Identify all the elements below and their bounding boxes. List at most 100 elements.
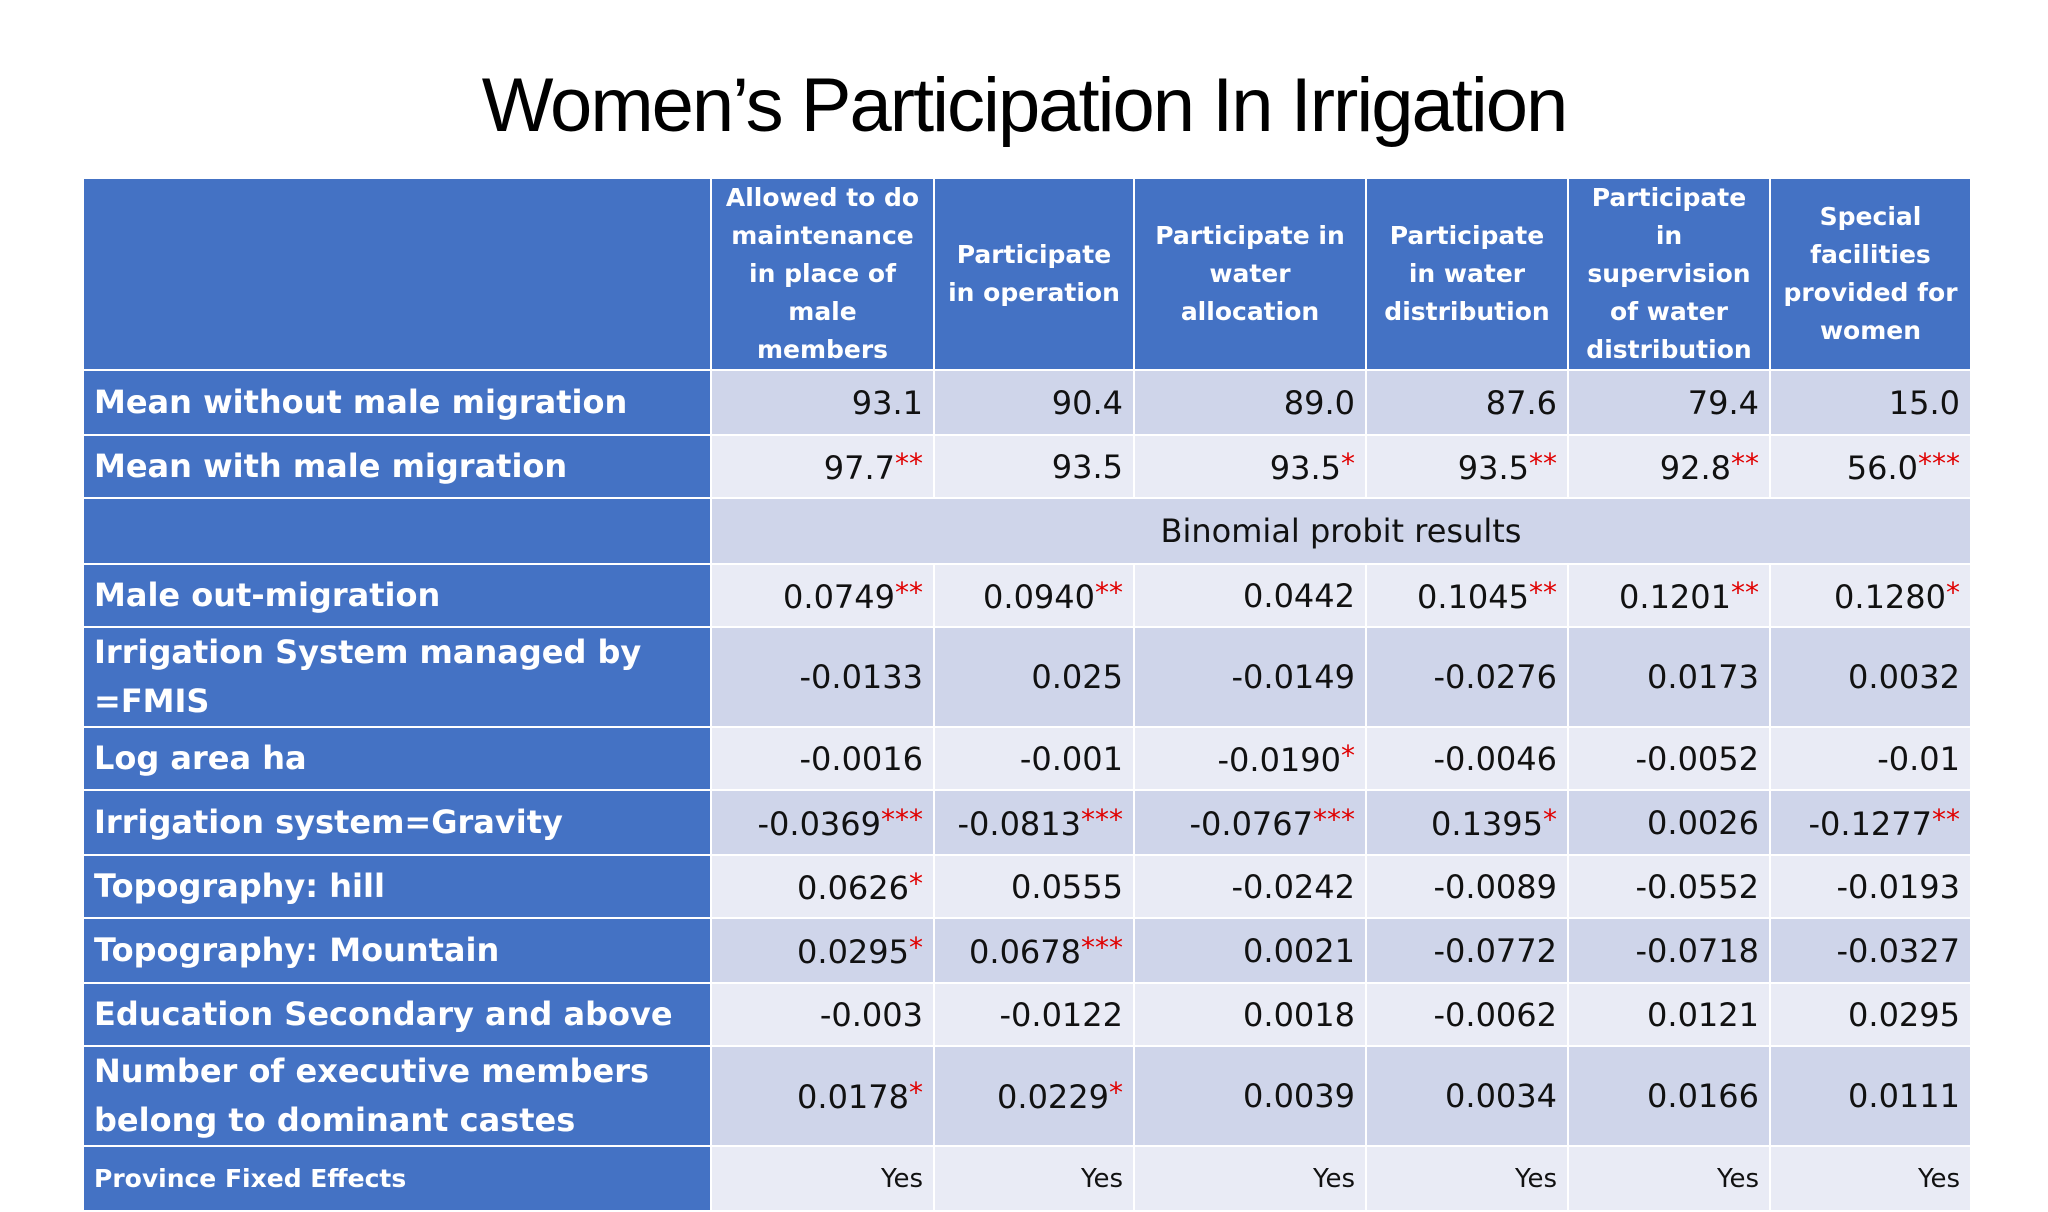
header-row: Allowed to do maintenance in place of ma… bbox=[82, 177, 1972, 371]
cell: -0.0089 bbox=[1365, 854, 1569, 919]
cell: -0.1277** bbox=[1769, 789, 1972, 856]
row-label: Number of executive members belong to do… bbox=[82, 1045, 712, 1147]
section-note: Binomial probit results bbox=[710, 497, 1972, 565]
cell: 0.0026 bbox=[1567, 789, 1771, 856]
table-row: Topography: Mountain 0.0295* 0.0678*** 0.00… bbox=[82, 917, 1972, 984]
significance: * bbox=[1341, 738, 1355, 772]
significance: ** bbox=[1932, 802, 1960, 836]
cell-value: -0.1277 bbox=[1808, 804, 1932, 843]
cell-value: -0.0190 bbox=[1217, 740, 1341, 779]
row-label: Male out-migration bbox=[82, 563, 712, 628]
cell: 92.8** bbox=[1567, 434, 1771, 499]
cell-value: -0.0369 bbox=[757, 804, 881, 843]
cell: 87.6 bbox=[1365, 369, 1569, 436]
cell-value: -0.0813 bbox=[957, 804, 1081, 843]
significance: * bbox=[1341, 446, 1355, 480]
cell: 0.1280* bbox=[1769, 563, 1972, 628]
cell-value: 0.1280 bbox=[1834, 577, 1946, 616]
significance: ** bbox=[895, 575, 923, 609]
cell-value: 0.1395 bbox=[1431, 804, 1543, 843]
cell: -0.0190* bbox=[1133, 726, 1367, 791]
cell: -0.0062 bbox=[1365, 982, 1569, 1047]
cell: Yes bbox=[1365, 1145, 1569, 1212]
table-row: Male out-migration 0.0749** 0.0940** 0.0442… bbox=[82, 563, 1972, 628]
column-header: Allowed to do maintenance in place of ma… bbox=[710, 177, 935, 371]
cell: 0.0940** bbox=[933, 563, 1135, 628]
cell: 0.1201** bbox=[1567, 563, 1771, 628]
cell: Yes bbox=[710, 1145, 935, 1212]
significance: ** bbox=[1095, 575, 1123, 609]
cell: 90.4 bbox=[933, 369, 1135, 436]
column-header: Special facilities provided for women bbox=[1769, 177, 1972, 371]
cell: 0.0229* bbox=[933, 1045, 1135, 1147]
cell: 56.0*** bbox=[1769, 434, 1972, 499]
cell: -0.01 bbox=[1769, 726, 1972, 791]
cell: 93.5 bbox=[933, 434, 1135, 499]
results-table: Allowed to do maintenance in place of ma… bbox=[82, 177, 1972, 1212]
cell: 97.7** bbox=[710, 434, 935, 499]
title: Women’s Participation In Irrigation bbox=[481, 63, 1569, 148]
column-header: Participate in supervision of water dist… bbox=[1567, 177, 1771, 371]
cell: 93.1 bbox=[710, 369, 935, 436]
significance: *** bbox=[1081, 930, 1123, 964]
cell: Yes bbox=[1769, 1145, 1972, 1212]
row-label: Mean with male migration bbox=[82, 434, 712, 499]
significance: *** bbox=[1918, 446, 1960, 480]
cell: 0.1045** bbox=[1365, 563, 1569, 628]
cell: 0.0295 bbox=[1769, 982, 1972, 1047]
row-label: Topography: hill bbox=[82, 854, 712, 919]
cell: -0.0772 bbox=[1365, 917, 1569, 984]
row-label: Log area ha bbox=[82, 726, 712, 791]
cell: -0.0149 bbox=[1133, 626, 1367, 728]
cell: 0.0749** bbox=[710, 563, 935, 628]
cell-value: -0.0767 bbox=[1189, 804, 1313, 843]
header-corner bbox=[82, 177, 712, 371]
cell-value: 0.0229 bbox=[997, 1078, 1109, 1116]
cell-value: 0.1201 bbox=[1619, 577, 1731, 616]
table-row: Province Fixed Effects Yes Yes Yes Yes Yes Yes bbox=[82, 1145, 1972, 1212]
cell: -0.0276 bbox=[1365, 626, 1569, 728]
cell: 0.0039 bbox=[1133, 1045, 1367, 1147]
cell: -0.001 bbox=[933, 726, 1135, 791]
significance: ** bbox=[1731, 446, 1759, 480]
cell-value: 56.0 bbox=[1846, 448, 1918, 487]
cell-value: 0.0626 bbox=[797, 868, 909, 907]
table-row: Irrigation System managed by =FMIS -0.013… bbox=[82, 626, 1972, 728]
cell: -0.0046 bbox=[1365, 726, 1569, 791]
cell: 0.0121 bbox=[1567, 982, 1771, 1047]
significance: * bbox=[1109, 1076, 1123, 1109]
cell: 0.0021 bbox=[1133, 917, 1367, 984]
cell-value: 93.5 bbox=[1457, 448, 1529, 487]
cell: 0.0555 bbox=[933, 854, 1135, 919]
cell: -0.0133 bbox=[710, 626, 935, 728]
table-row: Mean with male migration 97.7** 93.5 93.5* 9… bbox=[82, 434, 1972, 499]
cell: Yes bbox=[933, 1145, 1135, 1212]
cell: -0.0813*** bbox=[933, 789, 1135, 856]
row-label: Topography: Mountain bbox=[82, 917, 712, 984]
cell: 0.0034 bbox=[1365, 1045, 1569, 1147]
significance: * bbox=[909, 930, 923, 964]
cell: 79.4 bbox=[1567, 369, 1771, 436]
column-header: Participate in water distribution bbox=[1365, 177, 1569, 371]
column-header: Participate in operation bbox=[933, 177, 1135, 371]
table-row: Mean without male migration 93.1 90.4 89.0 8… bbox=[82, 369, 1972, 436]
cell: 0.0111 bbox=[1769, 1045, 1972, 1147]
row-label: Mean without male migration bbox=[82, 369, 712, 436]
cell: 0.0678*** bbox=[933, 917, 1135, 984]
cell: Yes bbox=[1133, 1145, 1367, 1212]
cell: -0.0242 bbox=[1133, 854, 1367, 919]
cell: -0.0122 bbox=[933, 982, 1135, 1047]
cell: -0.003 bbox=[710, 982, 935, 1047]
table-row: Number of executive members belong to do… bbox=[82, 1045, 1972, 1147]
cell-value: 0.0678 bbox=[969, 932, 1081, 971]
cell: 0.0018 bbox=[1133, 982, 1367, 1047]
cell: -0.0369*** bbox=[710, 789, 935, 856]
significance: *** bbox=[881, 802, 923, 836]
cell: -0.0052 bbox=[1567, 726, 1771, 791]
significance: *** bbox=[1313, 802, 1355, 836]
significance: * bbox=[909, 866, 923, 900]
cell: 0.025 bbox=[933, 626, 1135, 728]
cell-value: 93.5 bbox=[1269, 448, 1341, 487]
cell-value: 97.7 bbox=[823, 448, 895, 487]
column-header: Participate in water allocation bbox=[1133, 177, 1367, 371]
